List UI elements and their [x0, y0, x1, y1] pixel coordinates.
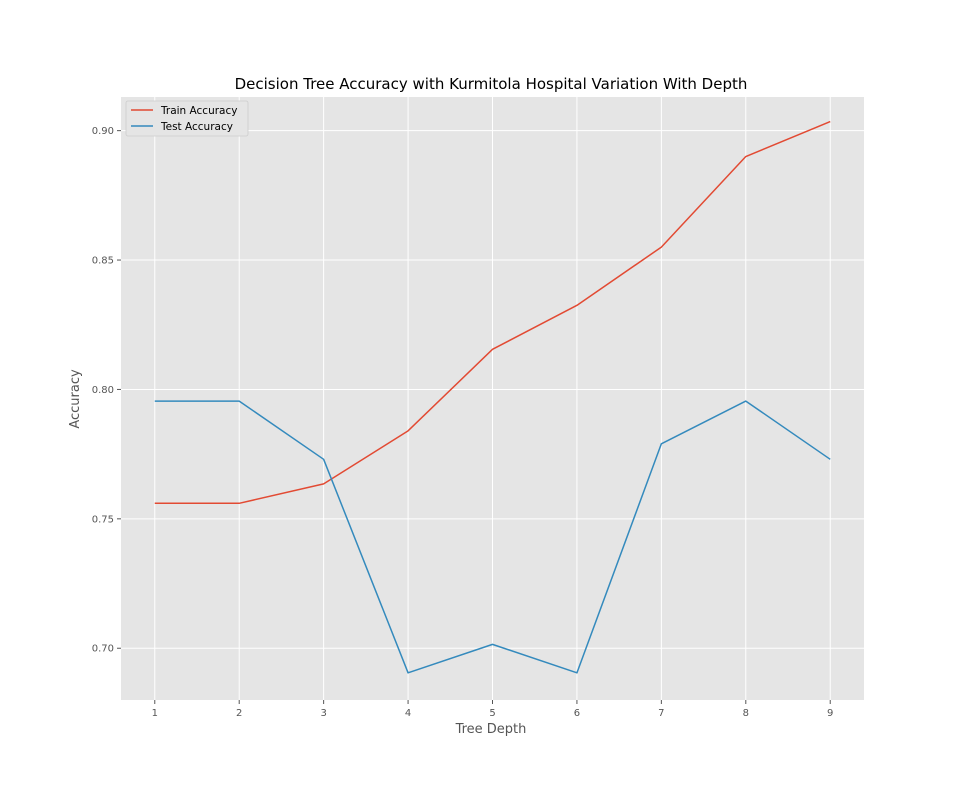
x-tick-label: 6 [574, 708, 580, 719]
x-tick-labels: 1 2 3 4 5 6 7 8 9 [152, 700, 833, 719]
x-tick-label: 3 [320, 708, 326, 719]
chart-title: Decision Tree Accuracy with Kurmitola Ho… [235, 75, 748, 93]
legend: Train Accuracy Test Accuracy [125, 100, 249, 137]
x-gridlines [154, 97, 831, 700]
y-tick-label: 0.75 [92, 514, 114, 525]
y-tick-labels: 0.70 0.75 0.80 0.85 0.90 [92, 126, 121, 655]
series-lines [154, 120, 831, 674]
y-tick-label: 0.70 [92, 644, 114, 655]
x-tick-label: 9 [827, 708, 833, 719]
y-tick-label: 0.85 [92, 256, 114, 267]
x-axis-label: Tree Depth [455, 722, 527, 737]
y-axis-label: Accuracy [68, 369, 83, 429]
y-tick-label: 0.80 [92, 385, 114, 396]
x-tick-label: 1 [152, 708, 158, 719]
legend-label-train-accuracy: Train Accuracy [160, 105, 237, 117]
legend-label-test-accuracy: Test Accuracy [160, 121, 233, 133]
x-tick-label: 2 [236, 708, 242, 719]
x-tick-label: 8 [743, 708, 749, 719]
legend-box [125, 100, 249, 137]
x-tick-label: 4 [405, 708, 411, 719]
x-tick-label: 7 [658, 708, 664, 719]
y-tick-label: 0.90 [92, 126, 114, 137]
x-tick-label: 5 [489, 708, 495, 719]
